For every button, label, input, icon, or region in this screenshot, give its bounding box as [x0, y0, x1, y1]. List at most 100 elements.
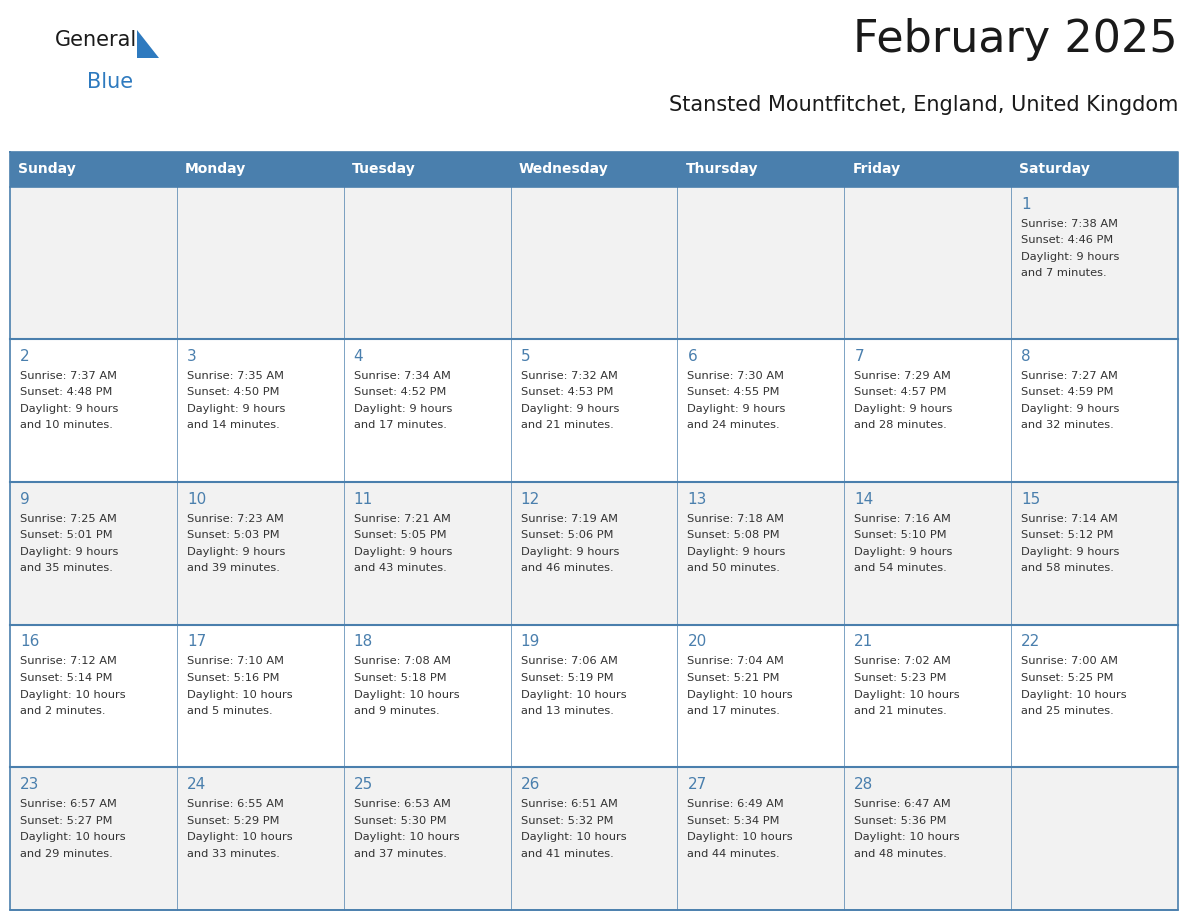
Text: and 46 minutes.: and 46 minutes.	[520, 564, 613, 573]
Text: Sunset: 5:19 PM: Sunset: 5:19 PM	[520, 673, 613, 683]
Text: 28: 28	[854, 778, 873, 792]
Text: and 54 minutes.: and 54 minutes.	[854, 564, 947, 573]
Bar	[677, 482, 845, 624]
Text: 23: 23	[20, 778, 39, 792]
Text: Sunset: 5:18 PM: Sunset: 5:18 PM	[354, 673, 447, 683]
Text: Friday: Friday	[852, 162, 901, 176]
Text: Sunrise: 6:55 AM: Sunrise: 6:55 AM	[187, 800, 284, 810]
Text: Sunrise: 7:25 AM: Sunrise: 7:25 AM	[20, 514, 116, 524]
Text: Daylight: 10 hours: Daylight: 10 hours	[1022, 689, 1126, 700]
Text: Sunset: 5:01 PM: Sunset: 5:01 PM	[20, 531, 113, 541]
Text: Daylight: 10 hours: Daylight: 10 hours	[854, 833, 960, 842]
Text: Sunset: 5:10 PM: Sunset: 5:10 PM	[854, 531, 947, 541]
Text: General: General	[55, 30, 138, 50]
Text: 8: 8	[1022, 349, 1031, 364]
Bar	[845, 767, 1011, 910]
Text: 11: 11	[354, 492, 373, 507]
Bar	[1011, 767, 1178, 910]
Text: Stansted Mountfitchet, England, United Kingdom: Stansted Mountfitchet, England, United K…	[669, 95, 1178, 115]
Text: 6: 6	[688, 349, 697, 364]
Bar	[1011, 339, 1178, 482]
Text: 18: 18	[354, 634, 373, 650]
Text: Sunset: 5:06 PM: Sunset: 5:06 PM	[520, 531, 613, 541]
Text: Sunrise: 7:04 AM: Sunrise: 7:04 AM	[688, 656, 784, 666]
Text: Sunset: 4:48 PM: Sunset: 4:48 PM	[20, 387, 113, 397]
Text: Sunset: 5:14 PM: Sunset: 5:14 PM	[20, 673, 113, 683]
Text: and 21 minutes.: and 21 minutes.	[520, 420, 613, 431]
Bar	[1011, 624, 1178, 767]
Text: Sunrise: 7:35 AM: Sunrise: 7:35 AM	[187, 371, 284, 381]
Text: 24: 24	[187, 778, 206, 792]
Text: Daylight: 9 hours: Daylight: 9 hours	[187, 404, 285, 414]
Text: and 24 minutes.: and 24 minutes.	[688, 420, 781, 431]
Text: 7: 7	[854, 349, 864, 364]
Text: 2: 2	[20, 349, 30, 364]
Text: Sunset: 5:32 PM: Sunset: 5:32 PM	[520, 816, 613, 826]
Text: 4: 4	[354, 349, 364, 364]
Text: Daylight: 10 hours: Daylight: 10 hours	[187, 689, 292, 700]
Text: and 17 minutes.: and 17 minutes.	[354, 420, 447, 431]
Text: 15: 15	[1022, 492, 1041, 507]
Text: Daylight: 9 hours: Daylight: 9 hours	[520, 404, 619, 414]
Text: and 33 minutes.: and 33 minutes.	[187, 849, 279, 858]
Bar	[845, 152, 1011, 187]
Text: and 48 minutes.: and 48 minutes.	[854, 849, 947, 858]
Text: Sunrise: 7:18 AM: Sunrise: 7:18 AM	[688, 514, 784, 524]
Polygon shape	[137, 30, 159, 58]
Text: Sunset: 5:21 PM: Sunset: 5:21 PM	[688, 673, 781, 683]
Text: Sunset: 4:55 PM: Sunset: 4:55 PM	[688, 387, 781, 397]
Bar	[511, 767, 677, 910]
Bar	[845, 482, 1011, 624]
Bar	[845, 339, 1011, 482]
Text: and 14 minutes.: and 14 minutes.	[187, 420, 279, 431]
Text: and 37 minutes.: and 37 minutes.	[354, 849, 447, 858]
Text: Daylight: 9 hours: Daylight: 9 hours	[520, 547, 619, 556]
Bar	[511, 187, 677, 339]
Text: Daylight: 9 hours: Daylight: 9 hours	[354, 547, 453, 556]
Text: February 2025: February 2025	[853, 18, 1178, 61]
Text: Daylight: 9 hours: Daylight: 9 hours	[187, 547, 285, 556]
Bar	[343, 152, 511, 187]
Text: Sunrise: 7:27 AM: Sunrise: 7:27 AM	[1022, 371, 1118, 381]
Bar	[10, 624, 177, 767]
Text: Sunrise: 6:57 AM: Sunrise: 6:57 AM	[20, 800, 116, 810]
Text: and 5 minutes.: and 5 minutes.	[187, 706, 272, 716]
Text: Sunrise: 7:06 AM: Sunrise: 7:06 AM	[520, 656, 618, 666]
Bar	[177, 187, 343, 339]
Bar	[511, 152, 677, 187]
Text: and 21 minutes.: and 21 minutes.	[854, 706, 947, 716]
Bar	[511, 482, 677, 624]
Text: Sunset: 5:08 PM: Sunset: 5:08 PM	[688, 531, 781, 541]
Text: Daylight: 9 hours: Daylight: 9 hours	[688, 404, 785, 414]
Text: Blue: Blue	[87, 72, 133, 92]
Text: Daylight: 10 hours: Daylight: 10 hours	[688, 689, 794, 700]
Bar	[677, 624, 845, 767]
Text: Sunrise: 7:02 AM: Sunrise: 7:02 AM	[854, 656, 952, 666]
Text: Thursday: Thursday	[685, 162, 758, 176]
Bar	[10, 767, 177, 910]
Text: and 39 minutes.: and 39 minutes.	[187, 564, 279, 573]
Text: Daylight: 9 hours: Daylight: 9 hours	[1022, 252, 1119, 262]
Bar	[177, 339, 343, 482]
Bar	[10, 482, 177, 624]
Text: Sunrise: 7:16 AM: Sunrise: 7:16 AM	[854, 514, 952, 524]
Text: and 43 minutes.: and 43 minutes.	[354, 564, 447, 573]
Text: Sunrise: 7:10 AM: Sunrise: 7:10 AM	[187, 656, 284, 666]
Text: Daylight: 10 hours: Daylight: 10 hours	[20, 689, 126, 700]
Text: Sunset: 5:36 PM: Sunset: 5:36 PM	[854, 816, 947, 826]
Bar	[343, 767, 511, 910]
Text: Sunrise: 7:38 AM: Sunrise: 7:38 AM	[1022, 219, 1118, 229]
Text: and 29 minutes.: and 29 minutes.	[20, 849, 113, 858]
Text: 1: 1	[1022, 197, 1031, 212]
Text: Sunrise: 7:21 AM: Sunrise: 7:21 AM	[354, 514, 450, 524]
Text: 5: 5	[520, 349, 530, 364]
Text: Daylight: 9 hours: Daylight: 9 hours	[854, 547, 953, 556]
Text: Sunset: 4:57 PM: Sunset: 4:57 PM	[854, 387, 947, 397]
Text: and 44 minutes.: and 44 minutes.	[688, 849, 781, 858]
Text: Daylight: 9 hours: Daylight: 9 hours	[20, 404, 119, 414]
Text: and 28 minutes.: and 28 minutes.	[854, 420, 947, 431]
Text: and 32 minutes.: and 32 minutes.	[1022, 420, 1114, 431]
Text: Sunset: 5:29 PM: Sunset: 5:29 PM	[187, 816, 279, 826]
Bar	[511, 624, 677, 767]
Bar	[10, 152, 177, 187]
